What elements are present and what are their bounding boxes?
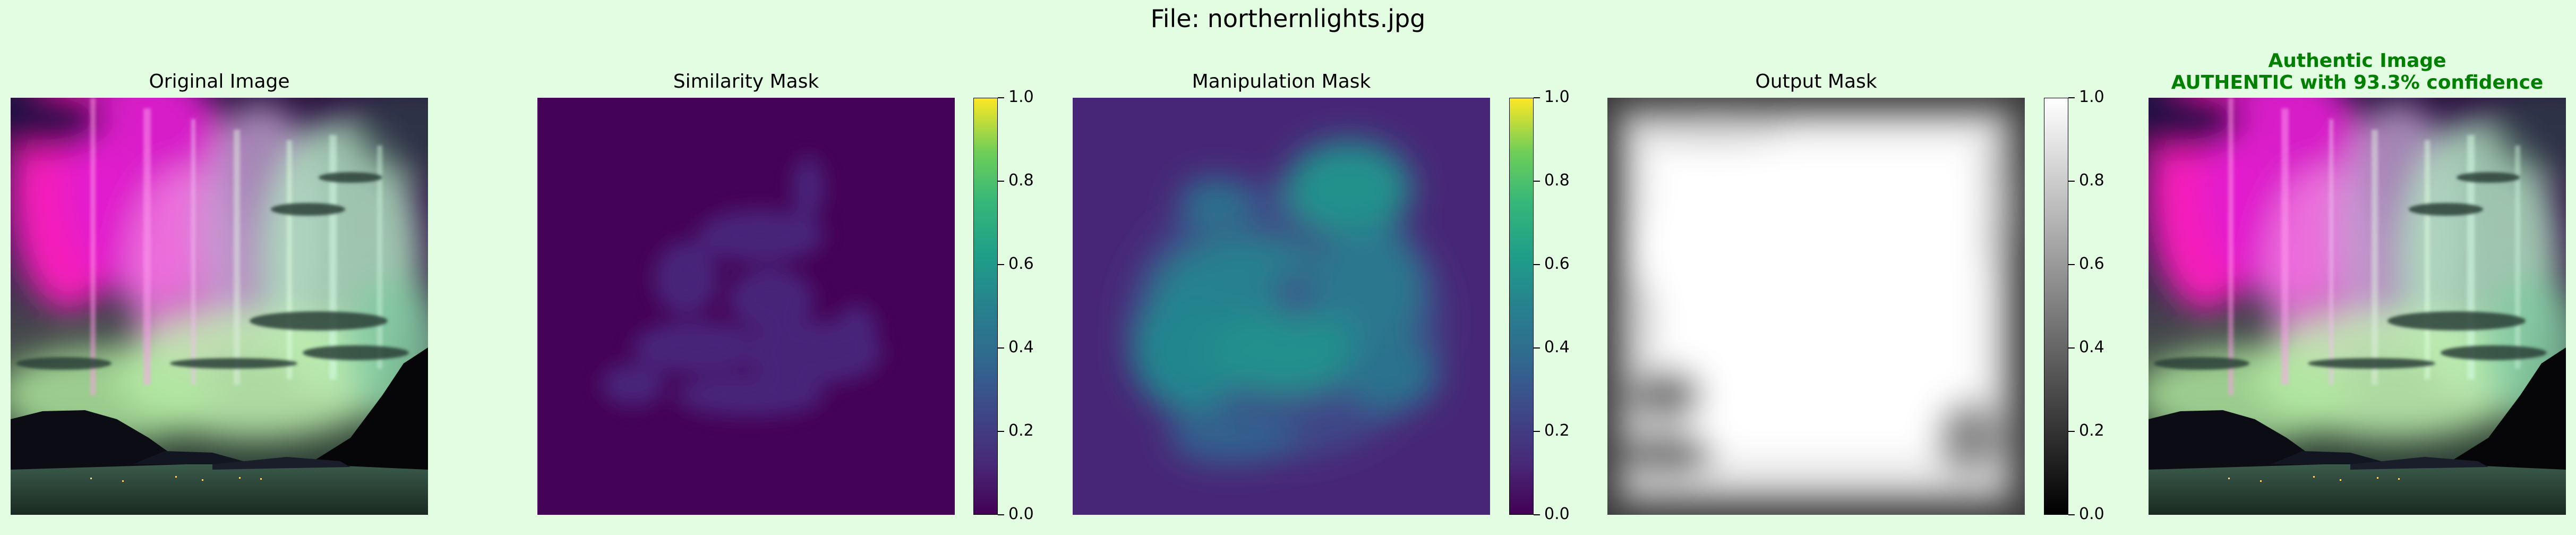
tick-label: 0.0 bbox=[1008, 505, 1034, 523]
tick-label: 0.6 bbox=[2079, 254, 2104, 273]
tick-label: 0.2 bbox=[1008, 421, 1034, 440]
verdict-title-line1: Authentic Image bbox=[2268, 50, 2446, 72]
tick-label: 0.4 bbox=[2079, 338, 2104, 356]
tick-label: 0.8 bbox=[2079, 171, 2104, 190]
manipulation-mask-title: Manipulation Mask bbox=[1192, 71, 1371, 92]
manipulation-mask bbox=[1073, 98, 1490, 515]
tick-label: 0.6 bbox=[1544, 254, 1570, 273]
verdict-title: Authentic Image AUTHENTIC with 93.3% con… bbox=[2149, 50, 2566, 94]
similarity-mask bbox=[537, 98, 955, 515]
tick-label: 0.0 bbox=[1544, 505, 1570, 523]
tick-label: 0.2 bbox=[2079, 421, 2104, 440]
output-colorbar bbox=[2044, 98, 2068, 515]
figure-suptitle: File: northernlights.jpg bbox=[1150, 4, 1426, 33]
tick-label: 1.0 bbox=[2079, 88, 2104, 106]
verdict-image bbox=[2149, 98, 2566, 515]
manipulation-colorbar bbox=[1509, 98, 1534, 515]
tick-label: 1.0 bbox=[1544, 88, 1570, 106]
tick-label: 0.6 bbox=[1008, 254, 1034, 273]
tick-label: 0.8 bbox=[1544, 171, 1570, 190]
tick-label: 0.4 bbox=[1544, 338, 1570, 356]
tick-label: 0.2 bbox=[1544, 421, 1570, 440]
similarity-colorbar bbox=[973, 98, 998, 515]
tick-label: 0.4 bbox=[1008, 338, 1034, 356]
similarity-mask-title: Similarity Mask bbox=[673, 71, 819, 92]
tick-label: 1.0 bbox=[1008, 88, 1034, 106]
verdict-title-line2: AUTHENTIC with 93.3% confidence bbox=[2171, 72, 2544, 94]
tick-label: 0.8 bbox=[1008, 171, 1034, 190]
tick-label: 0.0 bbox=[2079, 505, 2104, 523]
original-image bbox=[11, 98, 428, 515]
output-mask-title: Output Mask bbox=[1755, 71, 1877, 92]
output-mask bbox=[1607, 98, 2025, 515]
original-image-title: Original Image bbox=[149, 71, 290, 92]
